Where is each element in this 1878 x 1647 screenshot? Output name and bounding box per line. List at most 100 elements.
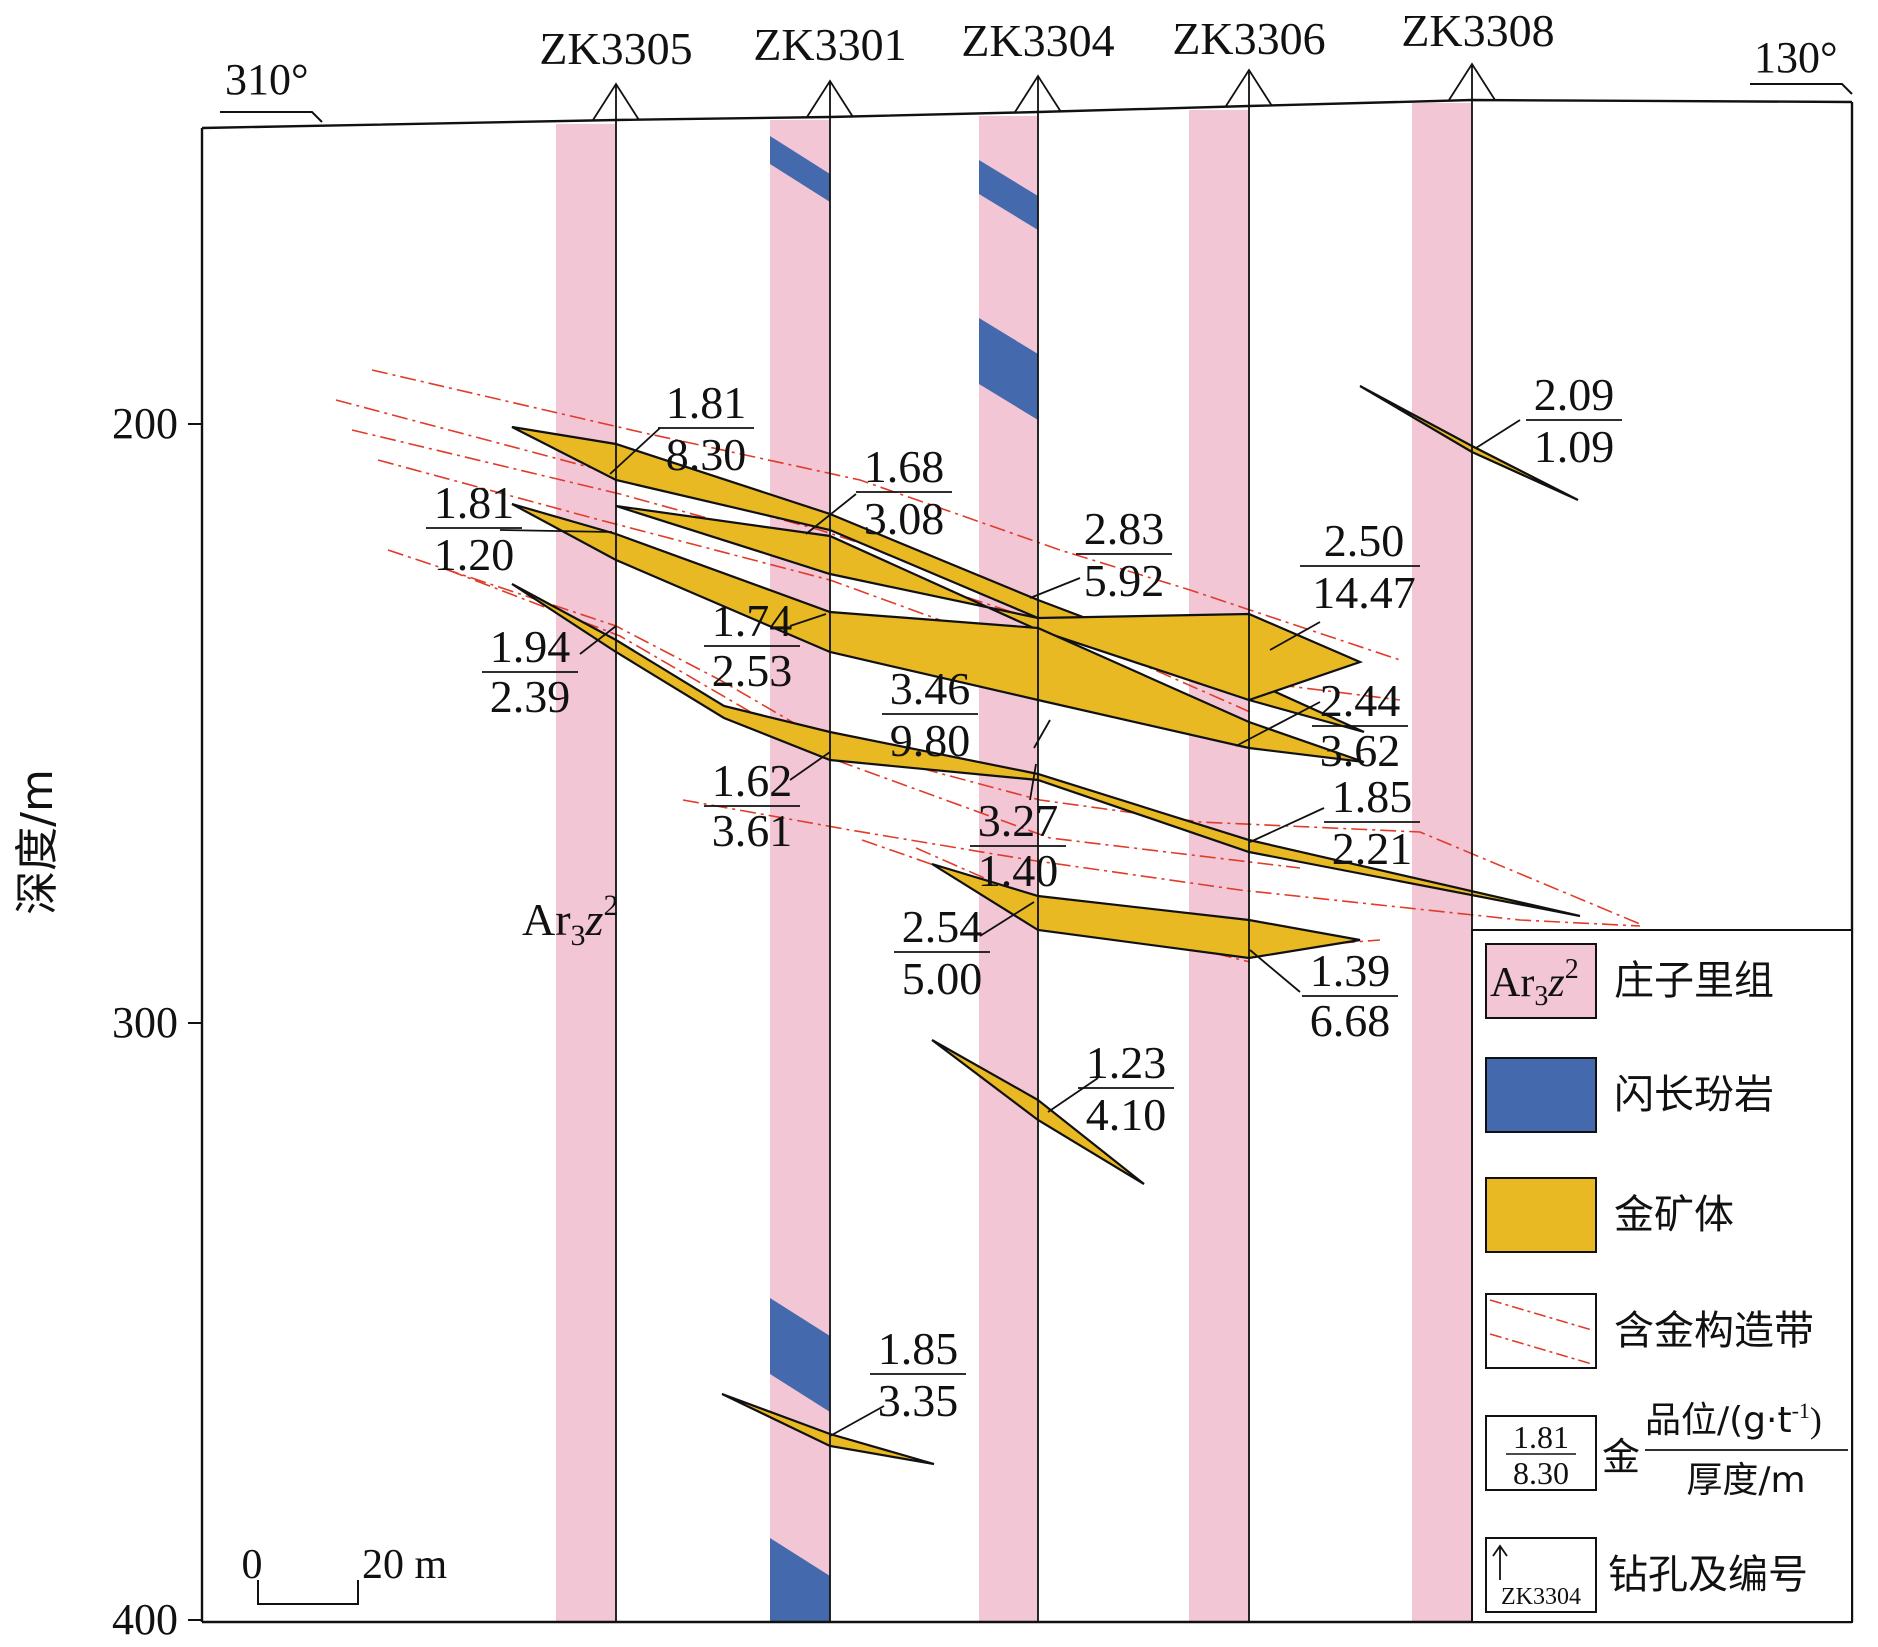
legend-formation-symbol: Ar3z2 xyxy=(1490,954,1579,1012)
leader-line xyxy=(1235,701,1321,747)
formation-column-zk3308 xyxy=(1412,103,1472,1622)
grade-value: 1.85 xyxy=(878,1323,959,1374)
thickness-value: 4.10 xyxy=(1086,1089,1167,1140)
drillhole-id: ZK3308 xyxy=(1401,5,1554,56)
thickness-value: 8.30 xyxy=(666,429,747,480)
structural-zone-line xyxy=(387,549,1641,925)
depth-axis-label: 深度/m xyxy=(12,769,63,915)
grade-value: 1.68 xyxy=(864,441,945,492)
collar-symbol xyxy=(806,79,854,118)
diorite-bands xyxy=(770,136,1038,1622)
leader-line xyxy=(789,751,831,781)
legend-swatch-diorite xyxy=(1485,1057,1597,1133)
drillhole-id: ZK3305 xyxy=(539,23,692,74)
legend-hole-sample: ZK3304 xyxy=(1501,1584,1581,1610)
scale-bar-end: 20 m xyxy=(362,1542,448,1588)
leader-line xyxy=(1269,621,1321,651)
ore-annotations: 1.81 8.30 1.81 1.20 1.68 3.08 2.83 5.92 … xyxy=(426,369,1622,1426)
legend-hole-arrow xyxy=(1492,1544,1508,1580)
azimuth-right-arrow xyxy=(1750,83,1853,95)
grade-value: 1.94 xyxy=(490,621,571,672)
depth-tick-label: 300 xyxy=(112,998,178,1047)
legend-swatch-hole xyxy=(1485,1537,1597,1613)
drillhole-id: ZK3306 xyxy=(1172,13,1325,64)
thickness-value: 2.21 xyxy=(1332,823,1413,874)
legend-swatch-formation xyxy=(1485,943,1597,1019)
azimuth-right: 130° xyxy=(1754,33,1838,82)
legend-zone-line xyxy=(1489,1333,1593,1365)
grade-value: 2.83 xyxy=(1084,503,1165,554)
leader-line xyxy=(829,1405,885,1437)
formation-column-zk3306 xyxy=(1189,110,1249,1622)
legend-item-grade: 1.81 8.30 金 品位/(g·t-1) 厚度/m xyxy=(1485,1398,1848,1501)
leader-line xyxy=(1249,807,1325,843)
legend-item-hole: ZK3304 钻孔及编号 xyxy=(1485,1537,1808,1613)
drillhole-id: ZK3304 xyxy=(961,15,1114,66)
legend-swatch-zone xyxy=(1485,1293,1597,1369)
ore-annotation: 2.83 5.92 xyxy=(1076,503,1172,606)
ore-annotation: 3.27 1.40 xyxy=(970,795,1066,896)
grade-value: 2.50 xyxy=(1324,515,1405,566)
legend-hole-label: 钻孔及编号 xyxy=(1608,1552,1808,1598)
leader-line xyxy=(1249,949,1301,993)
formation-column-zk3305 xyxy=(556,124,616,1622)
grade-value: 2.09 xyxy=(1534,369,1615,420)
thickness-value: 6.68 xyxy=(1310,995,1391,1046)
scale-bar: 0 20 m xyxy=(242,1542,448,1605)
depth-tick-label: 400 xyxy=(112,1595,178,1642)
thickness-value: 9.80 xyxy=(890,715,971,766)
diorite-band xyxy=(979,318,1038,420)
formation-label: Ar3z2 xyxy=(522,889,618,952)
legend-item-gold: 金矿体 xyxy=(1485,1177,1734,1253)
ore-annotation: 1.68 3.08 xyxy=(856,441,952,544)
diorite-band xyxy=(770,136,830,202)
legend-grade-sample: 1.81 xyxy=(1513,1419,1569,1455)
ore-body-thin xyxy=(1359,385,1579,502)
collar-symbol xyxy=(1014,74,1062,113)
azimuth-left-arrow xyxy=(220,111,323,123)
ore-annotation: 3.46 9.80 xyxy=(882,663,978,766)
legend-zone-label: 含金构造带 xyxy=(1614,1308,1814,1354)
leader-line xyxy=(979,901,1035,937)
leader-line xyxy=(1475,419,1521,449)
diorite-band xyxy=(770,1298,830,1412)
ore-annotation: 1.74 2.53 xyxy=(704,595,800,696)
grade-value: 1.74 xyxy=(712,595,793,646)
grade-value: 1.81 xyxy=(666,377,747,428)
grade-value: 1.81 xyxy=(434,477,515,528)
legend-grade-prefix: 金 xyxy=(1602,1435,1640,1479)
legend-swatch-grade xyxy=(1485,1415,1597,1491)
thickness-value: 5.00 xyxy=(902,953,983,1004)
collar-symbol xyxy=(1448,62,1496,101)
legend-item-diorite: 闪长玢岩 xyxy=(1485,1057,1774,1133)
ore-body-middle xyxy=(511,502,1365,764)
thickness-value: 1.40 xyxy=(978,845,1059,896)
legend-diorite-label: 闪长玢岩 xyxy=(1614,1072,1774,1118)
azimuth-indicators: 310° 130° xyxy=(220,33,1853,123)
legend-zone-line xyxy=(1489,1299,1593,1331)
ore-annotation: 2.44 3.62 xyxy=(1312,675,1408,776)
leader-line xyxy=(609,427,661,475)
grade-value: 2.54 xyxy=(902,901,983,952)
annotation-leaders xyxy=(499,419,1521,1437)
thickness-value: 2.39 xyxy=(490,671,571,722)
legend-swatch-gold xyxy=(1485,1177,1597,1253)
grade-value: 3.27 xyxy=(978,795,1059,846)
thickness-value: 1.20 xyxy=(434,529,515,580)
leader-line xyxy=(1029,763,1037,801)
legend: Ar3z2 庄子里组 闪长玢岩 金矿体 含金构造带 1.81 8.30 金 品位… xyxy=(1471,929,1853,1623)
ore-annotation: 2.54 5.00 xyxy=(894,901,990,1004)
thickness-value: 14.47 xyxy=(1312,567,1416,618)
ore-annotation: 1.81 8.30 xyxy=(658,377,754,480)
leader-line xyxy=(579,625,617,655)
legend-formation-label: 庄子里组 xyxy=(1614,958,1774,1004)
drillhole-collars xyxy=(592,62,1496,121)
scale-bar-line xyxy=(257,1580,359,1605)
thickness-value: 3.35 xyxy=(878,1375,959,1426)
leader-line xyxy=(1033,719,1051,749)
leader-line xyxy=(789,613,827,627)
drillhole-id: ZK3301 xyxy=(753,19,906,70)
ore-body-main xyxy=(615,504,1364,702)
thickness-value: 3.61 xyxy=(712,805,793,856)
